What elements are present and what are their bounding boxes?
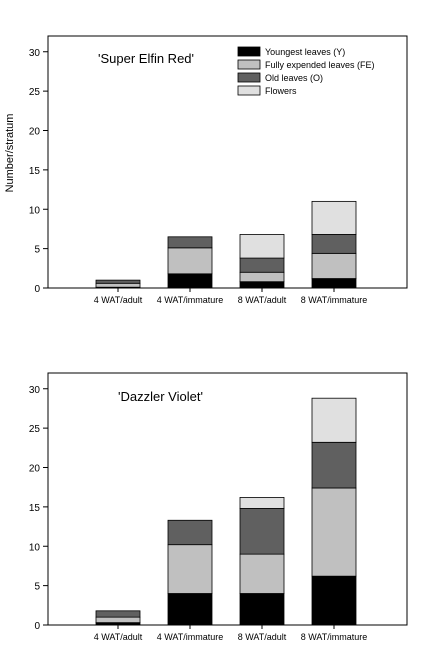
legend-label: Fully expended leaves (FE) (265, 60, 375, 70)
bar-segment (311, 200, 357, 235)
legend-label: Youngest leaves (Y) (265, 47, 345, 57)
y-tick-label: 15 (29, 503, 41, 514)
plot-frame (47, 35, 408, 289)
bar-segment (311, 441, 357, 489)
x-tick-label: 8 WAT/adult (238, 632, 287, 642)
x-tick-label: 8 WAT/immature (301, 295, 368, 305)
y-tick-label: 5 (34, 245, 40, 256)
y-tick-label: 20 (29, 127, 41, 138)
bar-segment (167, 247, 213, 275)
legend-label: Flowers (265, 86, 297, 96)
legend-label: Old leaves (O) (265, 73, 323, 83)
bar-segment (239, 234, 285, 259)
bar-segment (311, 278, 357, 289)
y-tick-label: 0 (34, 284, 40, 295)
legend-swatch (237, 72, 261, 83)
y-tick-label: 30 (29, 385, 41, 396)
bar-segment (239, 553, 285, 594)
y-tick-label: 25 (29, 424, 41, 435)
bar-segment (239, 281, 285, 289)
bar-segment (95, 279, 141, 284)
x-tick-label: 8 WAT/immature (301, 632, 368, 642)
y-tick-label: 10 (29, 205, 41, 216)
chart-super-elfin-red: 0 5 10 15 20 25 30 4 WAT/adult 4 WAT/immature 8 W… (29, 35, 408, 305)
x-tick-label: 4 WAT/adult (94, 632, 143, 642)
y-tick-label: 20 (29, 464, 41, 475)
plot-frame (47, 372, 408, 626)
y-tick-label: 0 (34, 621, 40, 632)
bar-segment (311, 575, 357, 626)
bar-segment (167, 236, 213, 249)
bar-segment (311, 487, 357, 577)
bar-segment (167, 544, 213, 594)
bar-segment (239, 497, 285, 509)
chart-title: 'Super Elfin Red' (98, 51, 194, 66)
y-axis-label: Number/stratum (4, 114, 16, 193)
x-tick-label: 4 WAT/immature (157, 295, 224, 305)
y-tick-label: 15 (29, 166, 41, 177)
bar-segment (311, 252, 357, 279)
y-tick-label: 5 (34, 582, 40, 593)
bar-segment (311, 234, 357, 254)
bar-segment (167, 593, 213, 626)
bar-segment (95, 616, 141, 624)
y-tick-label: 10 (29, 542, 41, 553)
x-tick-label: 8 WAT/adult (238, 295, 287, 305)
bar-segment (95, 610, 141, 618)
y-tick-label: 30 (29, 48, 41, 59)
bar-segment (239, 257, 285, 273)
x-tick-label: 4 WAT/immature (157, 632, 224, 642)
bar-segment (239, 271, 285, 283)
chart-dazzler-violet: 0 5 10 15 20 25 30 4 WAT/adult 4 WAT/immature 8 W… (29, 372, 408, 642)
x-tick-label: 4 WAT/adult (94, 295, 143, 305)
bar-segment (167, 519, 213, 546)
y-tick-label: 25 (29, 87, 41, 98)
bar-segment (311, 397, 357, 443)
legend-swatch (237, 85, 261, 96)
legend-swatch (237, 59, 261, 70)
bar-segment (167, 273, 213, 289)
bar-segment (239, 593, 285, 626)
chart-title: 'Dazzler Violet' (118, 389, 203, 404)
legend-swatch (237, 46, 261, 57)
bar-segment (239, 508, 285, 555)
bar-segment (95, 282, 141, 288)
